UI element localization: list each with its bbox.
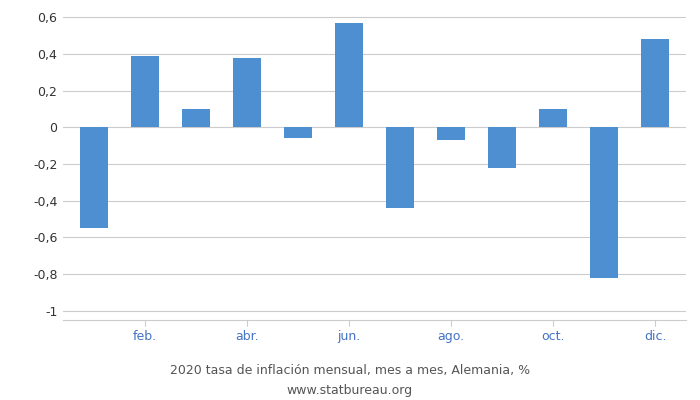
Bar (386, 127, 414, 208)
Bar (641, 39, 669, 127)
Bar (488, 127, 516, 168)
Bar (131, 56, 159, 127)
Bar (539, 109, 567, 127)
Bar (335, 23, 363, 127)
Bar (80, 127, 108, 228)
Bar (182, 109, 210, 127)
Bar (590, 127, 618, 278)
Bar (233, 58, 261, 127)
Text: 2020 tasa de inflación mensual, mes a mes, Alemania, %: 2020 tasa de inflación mensual, mes a me… (170, 364, 530, 377)
Bar (284, 127, 312, 138)
Bar (437, 127, 465, 140)
Text: www.statbureau.org: www.statbureau.org (287, 384, 413, 397)
